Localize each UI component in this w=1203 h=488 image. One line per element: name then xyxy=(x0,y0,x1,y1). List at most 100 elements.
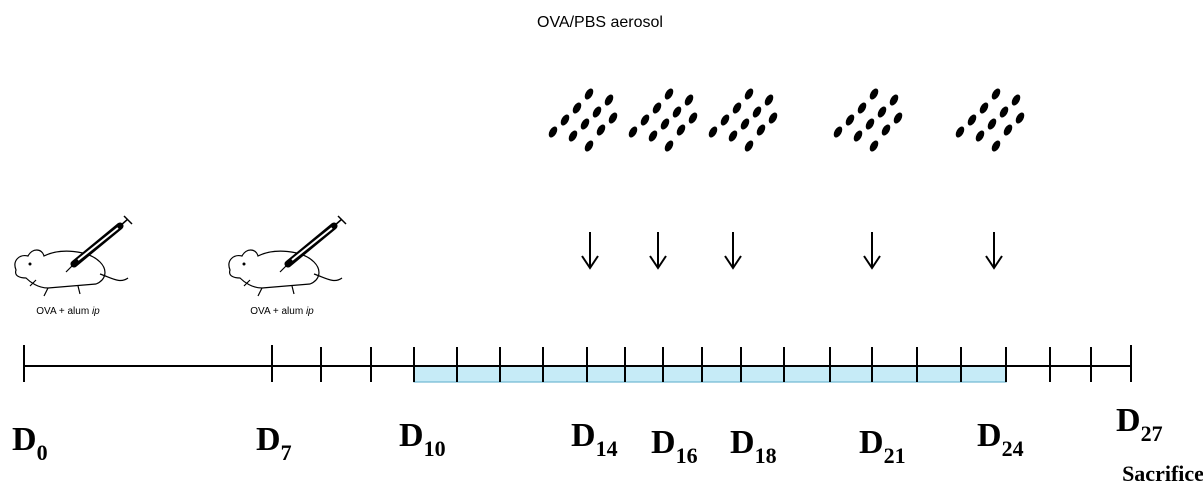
aerosol-droplet xyxy=(991,88,1001,100)
aerosol-droplet xyxy=(764,94,774,106)
aerosol-droplet xyxy=(568,130,578,142)
aerosol-droplet xyxy=(664,140,674,152)
day-number: 14 xyxy=(596,436,618,461)
aerosol-droplet xyxy=(580,118,590,130)
day-letter: D xyxy=(571,417,596,454)
aerosol-droplet xyxy=(877,106,887,118)
aerosol-droplet xyxy=(660,118,670,130)
aerosol-droplet xyxy=(572,102,582,114)
end-label: Sacrifice xyxy=(1122,461,1203,486)
aerosol-droplet xyxy=(1003,124,1013,136)
aerosol-droplet xyxy=(853,130,863,142)
day-label: D21 xyxy=(859,424,906,468)
mouse-icon xyxy=(229,216,346,296)
aerosol-droplet xyxy=(979,102,989,114)
aerosol-droplet xyxy=(991,140,1001,152)
aerosol-cluster xyxy=(833,88,903,152)
arrow xyxy=(724,232,742,270)
aerosol-droplet xyxy=(881,124,891,136)
aerosol-droplet xyxy=(987,118,997,130)
injection-route: ip xyxy=(306,306,314,317)
injection-label: OVA + alum ip xyxy=(36,306,100,317)
injection-route: ip xyxy=(92,306,100,317)
mouse-icon xyxy=(15,216,132,296)
aerosol-droplet xyxy=(560,114,570,126)
day-letter: D xyxy=(977,417,1002,454)
day-number: 27 xyxy=(1141,421,1163,446)
day-number: 0 xyxy=(37,440,48,465)
day-letter: D xyxy=(730,424,755,461)
day-letter: D xyxy=(651,424,676,461)
aerosol-droplet xyxy=(869,140,879,152)
aerosol-droplet xyxy=(688,112,698,124)
aerosol-droplet xyxy=(732,102,742,114)
day-number: 18 xyxy=(755,443,777,468)
day-label: D18 xyxy=(730,424,777,468)
aerosol-droplet xyxy=(1011,94,1021,106)
aerosol-droplet xyxy=(999,106,1009,118)
day-letter: D xyxy=(256,421,281,458)
aerosol-cluster xyxy=(708,88,778,152)
aerosol-droplet xyxy=(584,88,594,100)
aerosol-droplet xyxy=(672,106,682,118)
aerosol-droplet xyxy=(893,112,903,124)
day-number: 24 xyxy=(1002,436,1024,461)
day-letter: D xyxy=(1116,402,1141,439)
aerosol-droplet xyxy=(596,124,606,136)
aerosol-droplet xyxy=(676,124,686,136)
arrow xyxy=(649,232,667,270)
aerosol-droplet xyxy=(756,124,766,136)
aerosol-droplet xyxy=(955,126,965,138)
title: OVA/PBS aerosol xyxy=(537,14,663,31)
day-label: D0 xyxy=(12,421,48,465)
injection-label: OVA + alum ip xyxy=(250,306,314,317)
aerosol-cluster xyxy=(548,88,618,152)
aerosol-droplet xyxy=(628,126,638,138)
aerosol-droplet xyxy=(652,102,662,114)
aerosol-droplet xyxy=(740,118,750,130)
injection-agent: OVA + alum xyxy=(250,306,306,317)
day-letter: D xyxy=(859,424,884,461)
aerosol-droplet xyxy=(604,94,614,106)
aerosol-droplet xyxy=(752,106,762,118)
day-letter: D xyxy=(399,417,424,454)
aerosol-droplet xyxy=(584,140,594,152)
day-label: D16 xyxy=(651,424,698,468)
aerosol-droplet xyxy=(640,114,650,126)
day-number: 10 xyxy=(424,436,446,461)
aerosol-droplet xyxy=(857,102,867,114)
aerosol-droplet xyxy=(592,106,602,118)
day-label: D7 xyxy=(256,421,292,465)
day-label: D14 xyxy=(571,417,618,461)
aerosol-droplet xyxy=(728,130,738,142)
day-label: D24 xyxy=(977,417,1024,461)
day-label: D10 xyxy=(399,417,446,461)
day-number: 7 xyxy=(281,440,292,465)
aerosol-droplet xyxy=(865,118,875,130)
aerosol-droplet xyxy=(708,126,718,138)
aerosol-droplet xyxy=(720,114,730,126)
day-label: D27 xyxy=(1116,402,1163,446)
aerosol-droplet xyxy=(975,130,985,142)
aerosol-droplet xyxy=(548,126,558,138)
aerosol-cluster xyxy=(628,88,698,152)
aerosol-droplet xyxy=(608,112,618,124)
day-number: 16 xyxy=(676,443,698,468)
arrow xyxy=(863,232,881,270)
aerosol-droplet xyxy=(833,126,843,138)
aerosol-droplet xyxy=(768,112,778,124)
aerosol-droplet xyxy=(845,114,855,126)
arrow xyxy=(581,232,599,270)
aerosol-droplet xyxy=(684,94,694,106)
aerosol-droplet xyxy=(648,130,658,142)
aerosol-droplet xyxy=(1015,112,1025,124)
aerosol-droplet xyxy=(889,94,899,106)
aerosol-droplet xyxy=(744,88,754,100)
day-number: 21 xyxy=(884,443,906,468)
aerosol-droplet xyxy=(664,88,674,100)
aerosol-droplet xyxy=(869,88,879,100)
injection-agent: OVA + alum xyxy=(36,306,92,317)
day-letter: D xyxy=(12,421,37,458)
aerosol-droplet xyxy=(744,140,754,152)
arrow xyxy=(985,232,1003,270)
